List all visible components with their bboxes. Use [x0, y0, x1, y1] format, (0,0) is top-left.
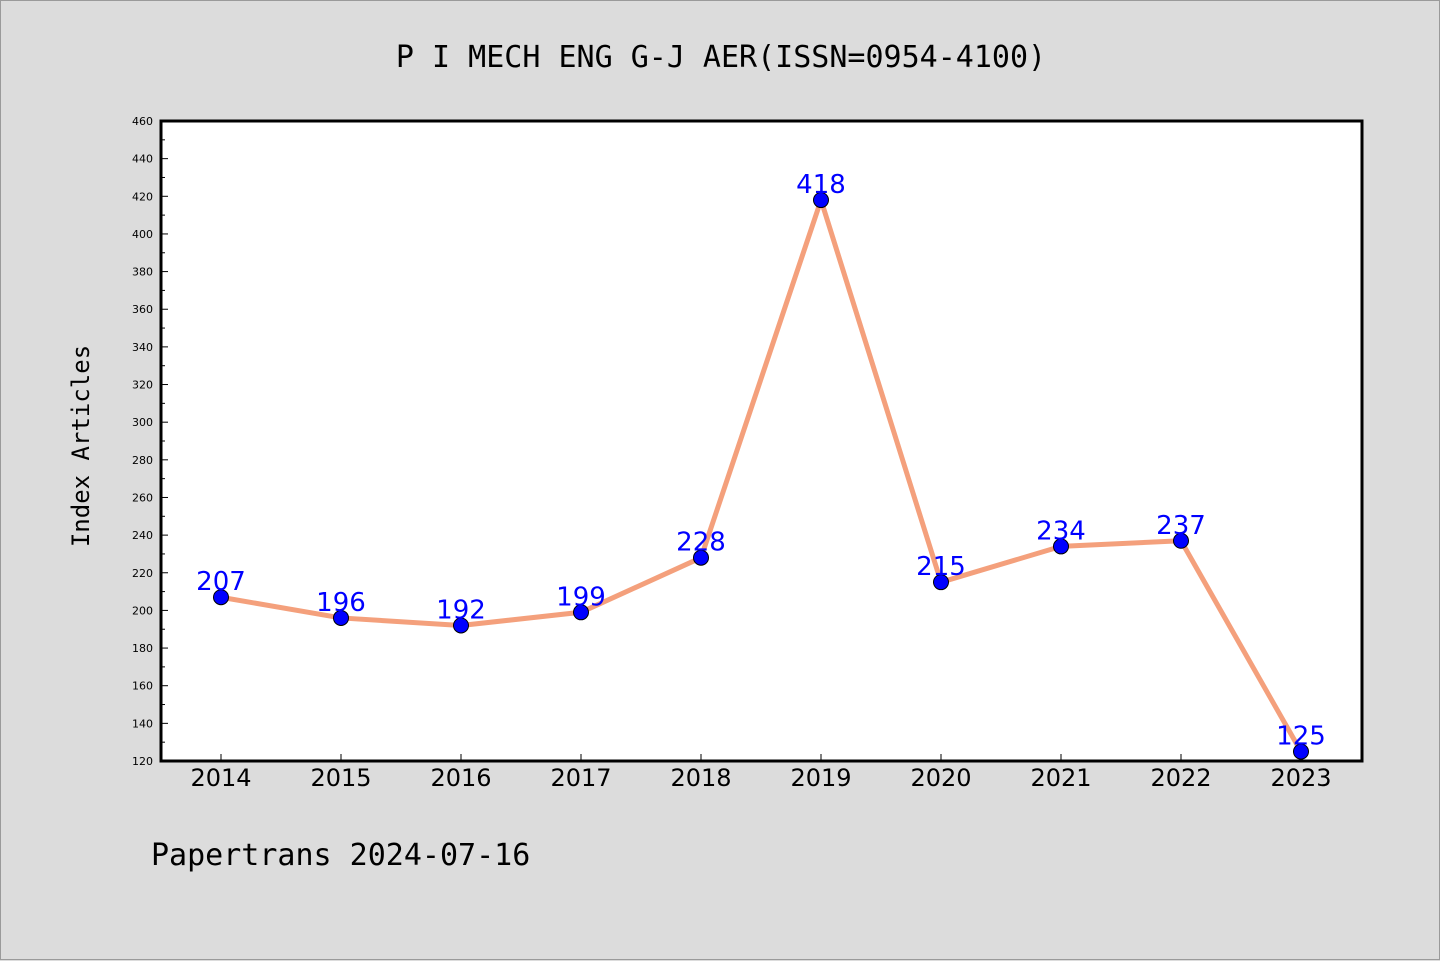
y-tick-label: 120 — [132, 755, 153, 768]
y-tick-label: 360 — [132, 303, 153, 316]
data-label: 196 — [316, 588, 366, 618]
data-label: 199 — [556, 582, 606, 612]
data-point — [813, 192, 829, 209]
y-tick-label: 460 — [132, 115, 153, 128]
data-point — [453, 617, 469, 634]
data-point — [573, 604, 589, 621]
y-tick-label: 220 — [132, 567, 153, 580]
data-label: 207 — [196, 567, 246, 597]
plot-area — [161, 121, 1362, 761]
data-label: 228 — [676, 528, 726, 558]
x-tick-label: 2022 — [1150, 764, 1211, 792]
data-point — [1053, 538, 1069, 555]
series-line — [218, 197, 1304, 755]
x-tick-label: 2018 — [670, 764, 731, 792]
y-tick-label: 300 — [132, 416, 153, 429]
plot-border — [159, 119, 1364, 763]
x-tick-label: 2021 — [1030, 764, 1091, 792]
y-tick-label: 260 — [132, 491, 153, 504]
y-tick-label: 400 — [132, 228, 153, 241]
data-point — [933, 574, 949, 591]
data-point — [333, 609, 349, 626]
y-tick-label: 140 — [132, 717, 153, 730]
y-tick-label: 440 — [132, 153, 153, 166]
y-axis: 120 140 160 180 200 220 240 260 280 300 320 340 360 3… — [132, 115, 168, 768]
data-point — [1293, 743, 1309, 760]
data-point — [213, 589, 229, 606]
y-tick-label: 320 — [132, 379, 153, 392]
y-tick-label: 420 — [132, 190, 153, 203]
series: 207 196 192 199 228 418 215 234 237 125 — [196, 170, 1326, 760]
x-tick-label: 2015 — [310, 764, 371, 792]
y-axis-label: Index Articles — [67, 345, 95, 547]
footer-credit: Papertrans 2024-07-16 — [151, 838, 530, 873]
data-label: 234 — [1036, 516, 1086, 546]
chart-title: P I MECH ENG G-J AER(ISSN=0954-4100) — [396, 40, 1046, 75]
x-tick-label: 2023 — [1270, 764, 1331, 792]
data-label: 237 — [1156, 511, 1206, 541]
x-tick-label: 2020 — [910, 764, 971, 792]
y-tick-label: 380 — [132, 266, 153, 279]
x-tick-label: 2019 — [790, 764, 851, 792]
y-tick-label: 180 — [132, 642, 153, 655]
x-tick-label: 2016 — [430, 764, 491, 792]
y-tick-label: 240 — [132, 529, 153, 542]
y-tick-label: 160 — [132, 680, 153, 693]
data-label: 215 — [916, 552, 966, 582]
data-point — [1173, 532, 1189, 549]
x-tick-label: 2017 — [550, 764, 611, 792]
data-label: 418 — [796, 170, 846, 200]
data-point — [693, 549, 709, 566]
data-label: 125 — [1276, 722, 1326, 752]
y-tick-label: 340 — [132, 341, 153, 354]
x-axis: 2014 2015 2016 2017 2018 2019 2020 2021 2022 2023 — [190, 754, 1332, 792]
data-label: 192 — [436, 595, 486, 625]
x-tick-label: 2014 — [190, 764, 251, 792]
y-tick-label: 280 — [132, 454, 153, 467]
y-tick-label: 200 — [132, 604, 153, 617]
